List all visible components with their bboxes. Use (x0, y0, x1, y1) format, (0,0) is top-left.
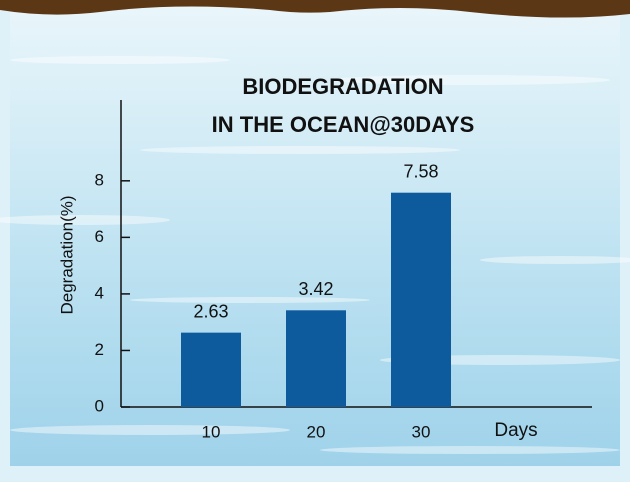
chart-title: IN THE OCEAN@30DAYS (212, 112, 475, 137)
y-tick-label: 8 (95, 170, 104, 189)
y-tick-label: 2 (95, 340, 104, 359)
bar (286, 310, 346, 407)
value-label: 7.58 (403, 161, 438, 181)
x-tick-label: 10 (202, 422, 221, 441)
value-label: 3.42 (298, 279, 333, 299)
x-tick-label: 20 (307, 422, 326, 441)
y-tick-label: 0 (95, 396, 104, 415)
page: {"chart_data": {"type": "bar", "title": … (0, 0, 630, 482)
bar (181, 333, 241, 407)
bar (391, 193, 451, 407)
x-axis-label: Days (494, 420, 537, 441)
y-tick-label: 4 (95, 283, 104, 302)
value-label: 2.63 (193, 301, 228, 321)
y-tick-label: 6 (95, 227, 104, 246)
y-axis-label: Degradation(%) (57, 195, 76, 314)
x-tick-label: 30 (412, 422, 431, 441)
chart: BIODEGRADATION IN THE OCEAN@30DAYS Degra… (0, 0, 630, 482)
chart-title: BIODEGRADATION (242, 74, 443, 99)
